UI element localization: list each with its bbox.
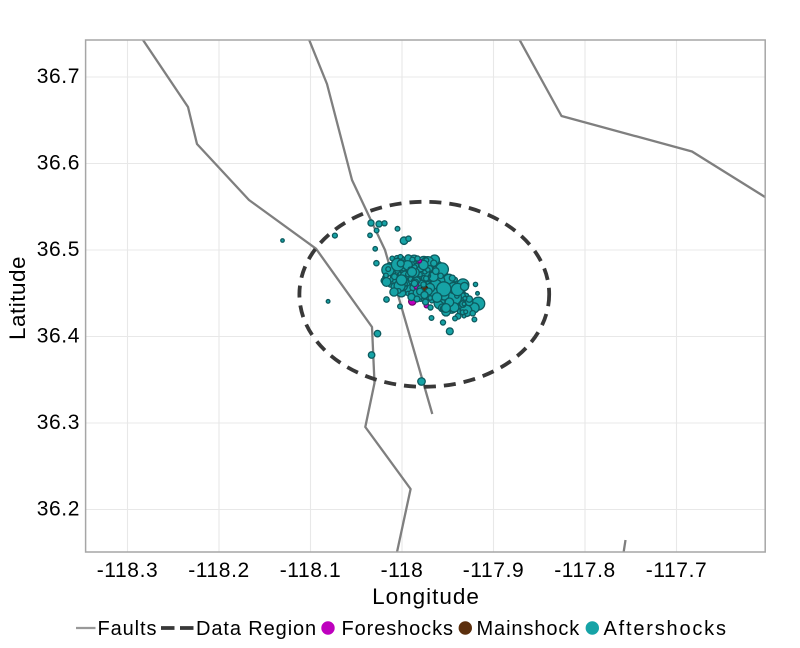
svg-text:36.5: 36.5	[37, 238, 80, 261]
svg-text:Mainshock: Mainshock	[477, 618, 581, 640]
svg-text:Foreshocks: Foreshocks	[342, 618, 454, 640]
svg-text:-118: -118	[381, 559, 424, 582]
svg-text:36.6: 36.6	[37, 151, 80, 174]
svg-text:-118.3: -118.3	[97, 559, 159, 582]
svg-text:-118.1: -118.1	[280, 559, 342, 582]
svg-text:-118.2: -118.2	[188, 559, 250, 582]
svg-text:-117.8: -117.8	[554, 559, 616, 582]
svg-text:-117.9: -117.9	[463, 559, 525, 582]
svg-text:Latitude: Latitude	[5, 256, 30, 340]
svg-text:-117.7: -117.7	[646, 559, 708, 582]
svg-text:36.2: 36.2	[37, 497, 80, 520]
svg-text:36.3: 36.3	[37, 411, 80, 434]
svg-text:Aftershocks: Aftershocks	[604, 618, 728, 640]
svg-text:36.7: 36.7	[37, 65, 80, 88]
svg-text:Faults: Faults	[98, 618, 158, 640]
svg-text:36.4: 36.4	[37, 324, 80, 347]
svg-text:Data Region: Data Region	[196, 618, 317, 640]
svg-text:Longitude: Longitude	[372, 584, 480, 609]
